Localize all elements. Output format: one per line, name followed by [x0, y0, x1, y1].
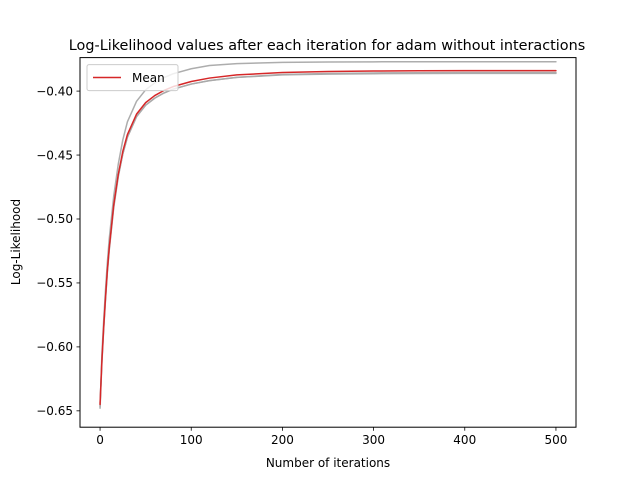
x-tick-label: 300 — [362, 433, 385, 447]
x-tick-label: 400 — [453, 433, 476, 447]
x-tick-label: 0 — [96, 433, 104, 447]
y-tick-label: −0.50 — [36, 212, 73, 226]
x-tick-label: 100 — [180, 433, 203, 447]
x-tick-label: 200 — [271, 433, 294, 447]
legend: Mean — [86, 64, 179, 92]
x-axis: 0 100 200 300 400 500 — [96, 427, 567, 447]
x-tick-label: 500 — [544, 433, 567, 447]
series-line-mean — [99, 69, 557, 406]
y-tick-label: −0.45 — [36, 148, 73, 162]
x-axis-label: Number of iterations — [266, 456, 390, 470]
y-tick-label: −0.60 — [36, 340, 73, 354]
y-axis: −0.65 −0.60 −0.55 −0.50 −0.45 −0.40 — [36, 84, 80, 418]
series-line-run-2 — [99, 71, 557, 404]
y-tick-label: −0.65 — [36, 404, 73, 418]
y-axis-label: Log-Likelihood — [9, 199, 23, 285]
series-line-run-1 — [99, 60, 557, 408]
plot-frame — [79, 57, 577, 428]
y-tick-label: −0.55 — [36, 276, 73, 290]
legend-mean-label: Mean — [132, 71, 165, 85]
chart-title: Log-Likelihood values after each iterati… — [69, 38, 585, 54]
series-line-run-3 — [99, 72, 557, 410]
legend-box — [86, 64, 179, 92]
plot-lines — [99, 60, 557, 410]
y-tick-label: −0.40 — [36, 84, 73, 98]
